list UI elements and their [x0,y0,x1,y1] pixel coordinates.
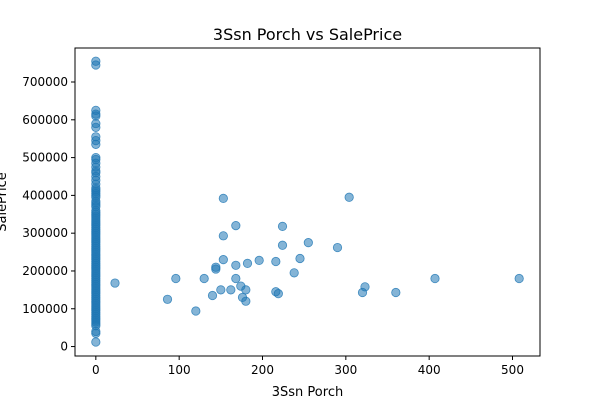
data-point [231,273,241,284]
data-point [514,273,524,284]
x-tick-label: 100 [168,363,191,377]
data-point [218,193,228,204]
data-point [91,105,101,115]
x-axis-label: 3Ssn Porch [272,385,343,400]
data-point [430,273,440,284]
data-point [303,238,313,248]
data-point [162,294,173,304]
data-point [360,282,370,292]
y-tick-label: 100000 [22,302,68,316]
data-point [231,260,241,270]
x-tick-label: 400 [418,363,441,377]
data-point [254,255,264,265]
x-tick-label: 300 [334,363,357,377]
x-tick-label: 200 [251,363,274,377]
x-tick-label: 0 [92,363,100,377]
y-axis-ticks: 0 100000 200000 300000 400000 500000 600000 700… [22,75,75,354]
y-tick-label: 700000 [22,75,68,89]
data-point [216,285,226,295]
data-point [277,240,288,250]
y-tick-label: 200000 [22,264,68,278]
data-point [231,221,241,231]
data-point [277,221,288,231]
data-point [91,153,101,163]
data-point [241,296,251,306]
data-point [344,192,354,202]
y-tick-label: 600000 [22,113,68,127]
data-point [332,242,343,253]
data-point [91,337,101,347]
data-point [273,289,283,299]
data-point [91,56,101,66]
x-axis-ticks: 0 100 200 300 400 500 [92,356,524,377]
data-point [199,273,209,284]
data-point [110,278,120,288]
data-point [289,268,299,278]
data-point [91,118,101,129]
data-point [391,287,401,298]
data-point [218,255,228,265]
y-tick-label: 0 [60,340,68,354]
x-tick-label: 500 [501,363,524,377]
data-point [218,231,228,241]
points-layer [91,56,524,347]
data-point [91,132,101,142]
data-point [271,256,281,267]
y-axis-label: SalePrice [0,172,10,232]
data-point [171,273,181,284]
y-tick-label: 300000 [22,226,68,240]
data-point [295,253,305,264]
plot-frame [74,47,541,357]
data-point [211,262,221,272]
data-point [242,258,253,269]
data-point [191,306,201,316]
data-point [207,290,218,301]
data-point [226,285,236,295]
y-tick-label: 400000 [22,188,68,202]
y-tick-label: 500000 [22,151,68,165]
data-point [241,285,251,295]
chart-title: 3Ssn Porch vs SalePrice [213,25,402,44]
